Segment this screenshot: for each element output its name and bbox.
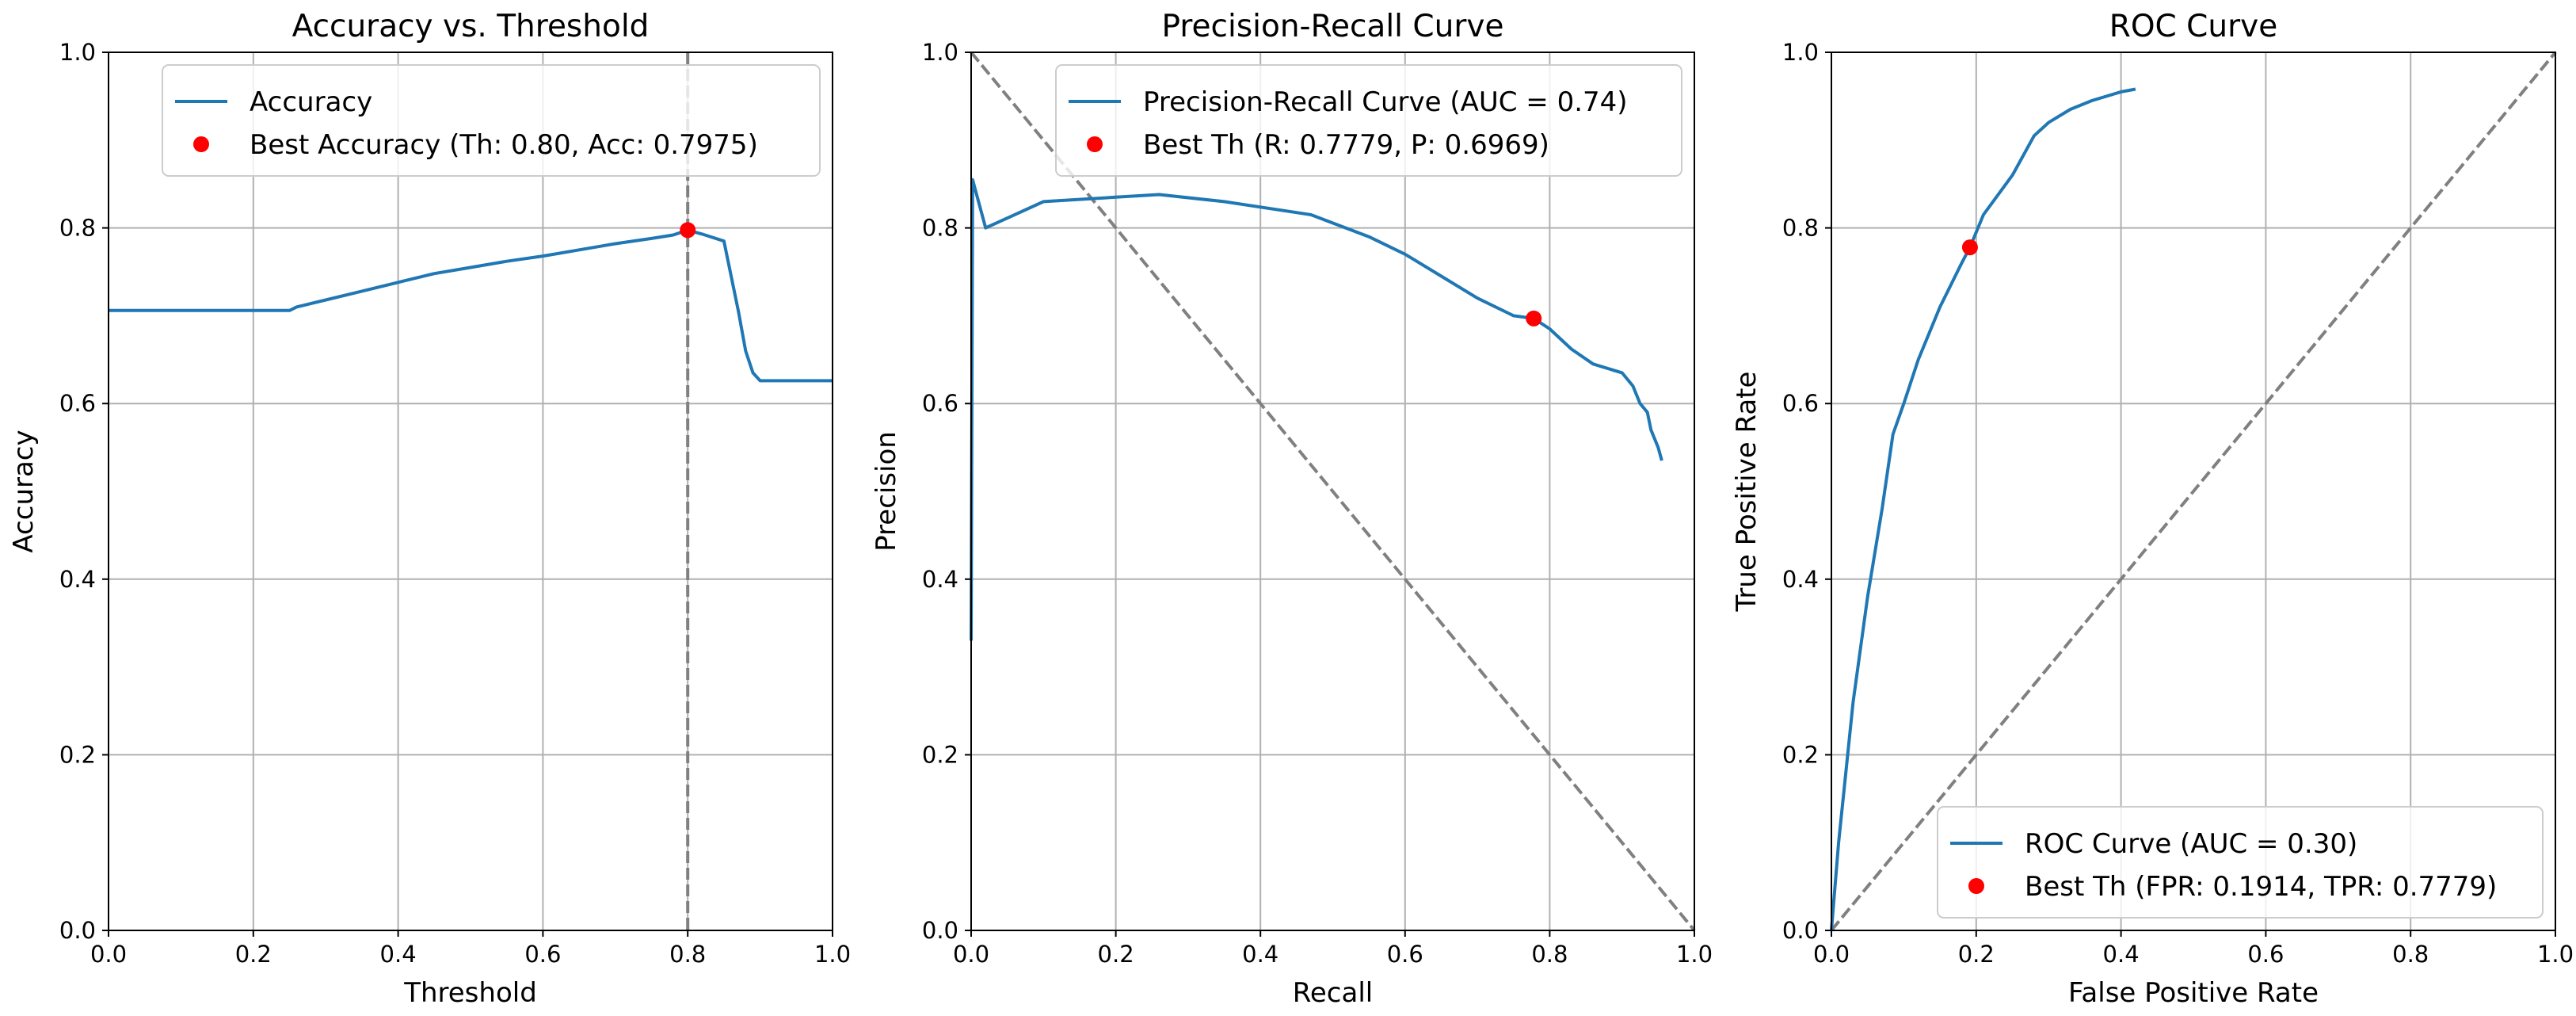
chart-3-xtick-label: 0.4 — [2103, 941, 2140, 968]
chart-3-xlabel: False Positive Rate — [2068, 977, 2319, 1009]
chart-1-panel: 0.0 0.2 0.4 0.6 0.8 1.0 0.0 0.2 0.4 0.6 0.8 1.0 Accu… — [8, 9, 851, 1009]
chart-2-ytick-label: 0.0 — [922, 917, 958, 944]
chart-2-best-point — [1526, 310, 1542, 327]
chart-2-ytick-label: 0.6 — [922, 390, 958, 417]
chart-1-xtick-label: 0.8 — [669, 941, 706, 968]
chart-3-xtick-label: 1.0 — [2537, 941, 2574, 968]
chart-3-diagonal-reference — [1830, 51, 2557, 932]
chart-3-ytick-label: 1.0 — [1782, 39, 1819, 66]
chart-3-ylabel: True Positive Rate — [1731, 372, 1762, 613]
chart-3-panel: 0.0 0.2 0.4 0.6 0.8 1.0 0.0 0.2 0.4 0.6 0.8 1.0 ROC … — [1731, 9, 2574, 1009]
chart-3-legend-box — [1937, 806, 2544, 919]
chart-2-ytick-label: 0.8 — [922, 215, 958, 242]
chart-2-legend-best-label: Best Th (R: 0.7779, P: 0.6969) — [1143, 129, 1549, 161]
chart-3-xtick-label: 0.6 — [2247, 941, 2284, 968]
chart-1-ytick-label: 0.4 — [59, 566, 96, 593]
chart-3-ytick-label: 0.0 — [1782, 917, 1819, 944]
chart-2-ytick-label: 0.2 — [922, 741, 958, 768]
chart-3-legend-marker-swatch — [1968, 878, 1984, 894]
chart-1-series-line — [109, 228, 833, 383]
chart-1-legend: Accuracy Best Accuracy (Th: 0.80, Acc: 0.… — [162, 64, 821, 177]
chart-3-xtick-label: 0.0 — [1813, 941, 1850, 968]
chart-2-legend: Precision-Recall Curve (AUC = 0.74) Best … — [1055, 64, 1682, 177]
chart-3-ytick-label: 0.8 — [1782, 215, 1819, 242]
chart-1-xtick-label: 0.6 — [524, 941, 561, 968]
chart-2-xlabel: Recall — [1293, 977, 1373, 1009]
chart-3-xtick-label: 0.8 — [2392, 941, 2429, 968]
chart-3-ytick-label: 0.2 — [1782, 741, 1819, 768]
chart-1-best-point — [680, 222, 696, 239]
chart-1-legend-box — [162, 64, 821, 177]
chart-2-legend-series-label: Precision-Recall Curve (AUC = 0.74) — [1143, 86, 1628, 118]
chart-2-xtick-label: 1.0 — [1676, 941, 1713, 968]
chart-1-ylabel: Accuracy — [8, 430, 40, 552]
chart-1-legend-series-label: Accuracy — [250, 86, 372, 118]
chart-2-legend-marker-swatch — [1087, 136, 1103, 152]
chart-2-ytick-label: 0.4 — [922, 566, 958, 593]
chart-2-panel: 0.0 0.2 0.4 0.6 0.8 1.0 0.0 0.2 0.4 0.6 0.8 1.0 Prec… — [871, 9, 1713, 1009]
chart-2-xtick-label: 0.6 — [1387, 941, 1423, 968]
chart-1-xtick-label: 0.2 — [235, 941, 272, 968]
chart-2-title: Precision-Recall Curve — [1162, 9, 1504, 44]
chart-1-legend-best-label: Best Accuracy (Th: 0.80, Acc: 0.7975) — [250, 129, 758, 161]
chart-3-ytick-label: 0.4 — [1782, 566, 1819, 593]
chart-3-axes-frame — [1831, 52, 2556, 931]
chart-1-ytick-label: 1.0 — [59, 39, 96, 66]
chart-1-ytick-label: 0.0 — [59, 917, 96, 944]
chart-1-ytick-label: 0.6 — [59, 390, 96, 417]
chart-3-legend-best-label: Best Th (FPR: 0.1914, TPR: 0.7779) — [2025, 871, 2497, 903]
chart-3-series-line — [1830, 87, 2136, 931]
chart-2-axes-frame — [970, 52, 1695, 931]
chart-2-series-line — [970, 178, 1663, 641]
chart-2-xtick-label: 0.8 — [1531, 941, 1568, 968]
chart-1-legend-marker-swatch — [193, 136, 209, 152]
chart-1-xtick-label: 0.4 — [380, 941, 417, 968]
chart-1-title: Accuracy vs. Threshold — [292, 9, 650, 44]
chart-1-ytick-label: 0.2 — [59, 741, 96, 768]
chart-1-ytick-label: 0.8 — [59, 215, 96, 242]
chart-3-ytick-label: 0.6 — [1782, 390, 1819, 417]
chart-1-xtick-label: 1.0 — [814, 941, 851, 968]
chart-3-legend: ROC Curve (AUC = 0.30) Best Th (FPR: 0.19… — [1937, 806, 2544, 919]
chart-3-title: ROC Curve — [2109, 9, 2277, 44]
chart-2-xtick-label: 0.4 — [1242, 941, 1278, 968]
chart-2-ytick-label: 1.0 — [922, 39, 958, 66]
chart-2-xtick-label: 0.2 — [1098, 941, 1134, 968]
chart-2-ylabel: Precision — [871, 431, 902, 552]
chart-1-xtick-label: 0.0 — [90, 941, 127, 968]
chart-3-xtick-label: 0.2 — [1958, 941, 1995, 968]
chart-1-xlabel: Threshold — [403, 977, 537, 1009]
chart-1-axes-frame — [108, 52, 833, 931]
chart-2-legend-box — [1055, 64, 1682, 177]
chart-3-legend-series-label: ROC Curve (AUC = 0.30) — [2025, 828, 2357, 860]
chart-2-xtick-label: 0.0 — [953, 941, 989, 968]
chart-2-diagonal-reference — [970, 51, 1696, 932]
chart-3-best-point — [1961, 239, 1978, 256]
